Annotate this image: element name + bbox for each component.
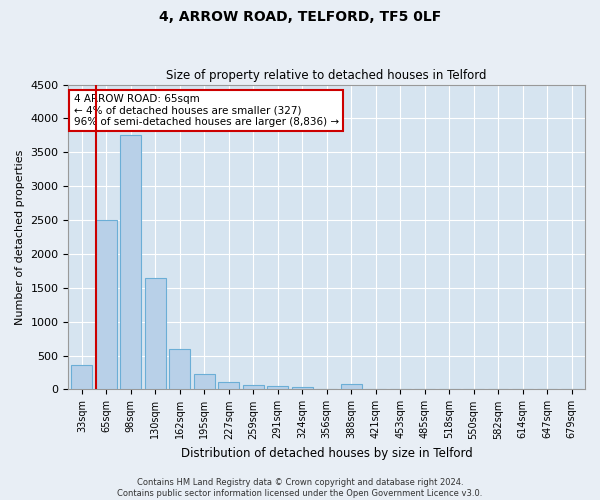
Bar [292, 386, 313, 390]
Bar [268, 386, 288, 390]
Bar [341, 384, 362, 390]
Bar [194, 374, 215, 390]
Text: Contains HM Land Registry data © Crown copyright and database right 2024.
Contai: Contains HM Land Registry data © Crown c… [118, 478, 482, 498]
Bar [96, 220, 117, 390]
Bar [169, 350, 190, 390]
Title: Size of property relative to detached houses in Telford: Size of property relative to detached ho… [166, 69, 487, 82]
Bar [218, 382, 239, 390]
Bar [243, 385, 263, 390]
Text: 4 ARROW ROAD: 65sqm
← 4% of detached houses are smaller (327)
96% of semi-detach: 4 ARROW ROAD: 65sqm ← 4% of detached hou… [74, 94, 338, 127]
Bar [145, 278, 166, 390]
X-axis label: Distribution of detached houses by size in Telford: Distribution of detached houses by size … [181, 447, 473, 460]
Text: 4, ARROW ROAD, TELFORD, TF5 0LF: 4, ARROW ROAD, TELFORD, TF5 0LF [159, 10, 441, 24]
Bar [121, 136, 141, 390]
Y-axis label: Number of detached properties: Number of detached properties [15, 150, 25, 324]
Bar [71, 365, 92, 390]
